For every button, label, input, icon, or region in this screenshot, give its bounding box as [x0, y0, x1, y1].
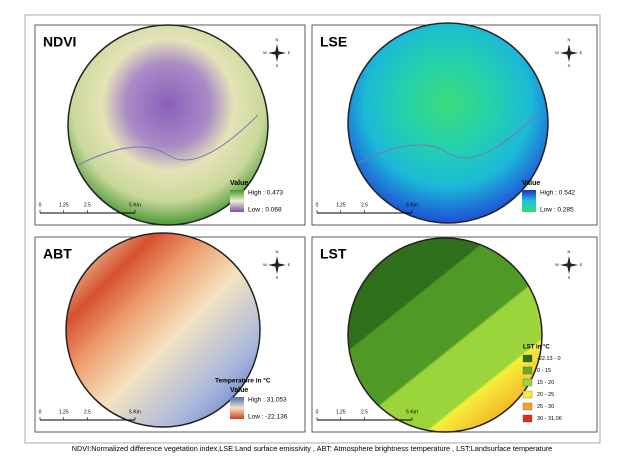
legend-ramp	[230, 397, 244, 419]
scale-label: 5 Km	[129, 409, 141, 415]
panel-title: ABT	[43, 246, 72, 262]
legend-ramp	[522, 190, 536, 212]
legend-label: 30 - 31.06	[537, 416, 562, 422]
panel-title: LSE	[320, 34, 347, 50]
scale-label: 2.5	[361, 409, 368, 415]
scale-label: 5 Km	[129, 202, 141, 208]
compass-letter: N	[276, 249, 279, 254]
legend-swatch	[523, 367, 532, 374]
legend-label: 20 - 25	[537, 392, 554, 398]
compass-letter: S	[276, 63, 279, 68]
legend-title: Value	[522, 180, 540, 187]
map	[348, 238, 542, 432]
legend-low: Low : 0.285	[540, 207, 574, 214]
legend-low: Low : -22.136	[248, 414, 288, 421]
legend-label: 0 - 15	[537, 368, 551, 374]
legend-high: High : 0.473	[248, 190, 283, 197]
scale-label: 2.5	[361, 202, 368, 208]
scale-label: 0	[39, 202, 42, 208]
scale-label: 5 Km	[406, 202, 418, 208]
map	[348, 23, 548, 223]
scale-label: 0	[316, 409, 319, 415]
panel-title: LST	[320, 246, 347, 262]
panel-title: NDVI	[43, 34, 76, 50]
scale-label: 1.25	[336, 202, 346, 208]
compass-letter: S	[568, 275, 571, 280]
compass-letter: E	[580, 50, 583, 55]
scale-label: 0	[316, 202, 319, 208]
compass-letter: N	[276, 37, 279, 42]
legend-title: LST in °C	[523, 345, 550, 351]
legend-heading: Temperature in °C	[215, 377, 271, 385]
compass-letter: W	[263, 50, 267, 55]
legend-swatch	[523, 403, 532, 410]
legend-high: High : 0.542	[540, 190, 575, 197]
legend-swatch	[523, 355, 532, 362]
legend-title: Value	[230, 180, 248, 187]
compass-letter: S	[276, 275, 279, 280]
scale-label: 2.5	[84, 202, 91, 208]
legend-high: High : 31.053	[248, 397, 287, 404]
caption: NDVI:Normalized difference vegetation in…	[72, 444, 553, 453]
scale-label: 1.25	[59, 409, 69, 415]
compass-letter: W	[555, 50, 559, 55]
compass-letter: N	[568, 37, 571, 42]
compass-letter: E	[288, 262, 291, 267]
figure: NDVINESW01.252.55 KmValueHigh : 0.473Low…	[0, 0, 618, 459]
legend-title: Value	[230, 387, 248, 394]
scale-label: 5 Km	[406, 409, 418, 415]
compass-letter: W	[555, 262, 559, 267]
compass-letter: W	[263, 262, 267, 267]
scale-label: 1.25	[336, 409, 346, 415]
compass-letter: E	[288, 50, 291, 55]
legend-swatch	[523, 415, 532, 422]
scale-label: 0	[39, 409, 42, 415]
legend-low: Low : 0.068	[248, 207, 282, 214]
compass-letter: S	[568, 63, 571, 68]
legend-label: 25 - 30	[537, 404, 554, 410]
legend-swatch	[523, 379, 532, 386]
legend-ramp	[230, 190, 244, 212]
scale-label: 1.25	[59, 202, 69, 208]
compass-letter: E	[580, 262, 583, 267]
compass-letter: N	[568, 249, 571, 254]
legend-swatch	[523, 391, 532, 398]
legend-label: -22.13 - 0	[537, 356, 561, 362]
legend-label: 15 - 20	[537, 380, 554, 386]
scale-label: 2.5	[84, 409, 91, 415]
